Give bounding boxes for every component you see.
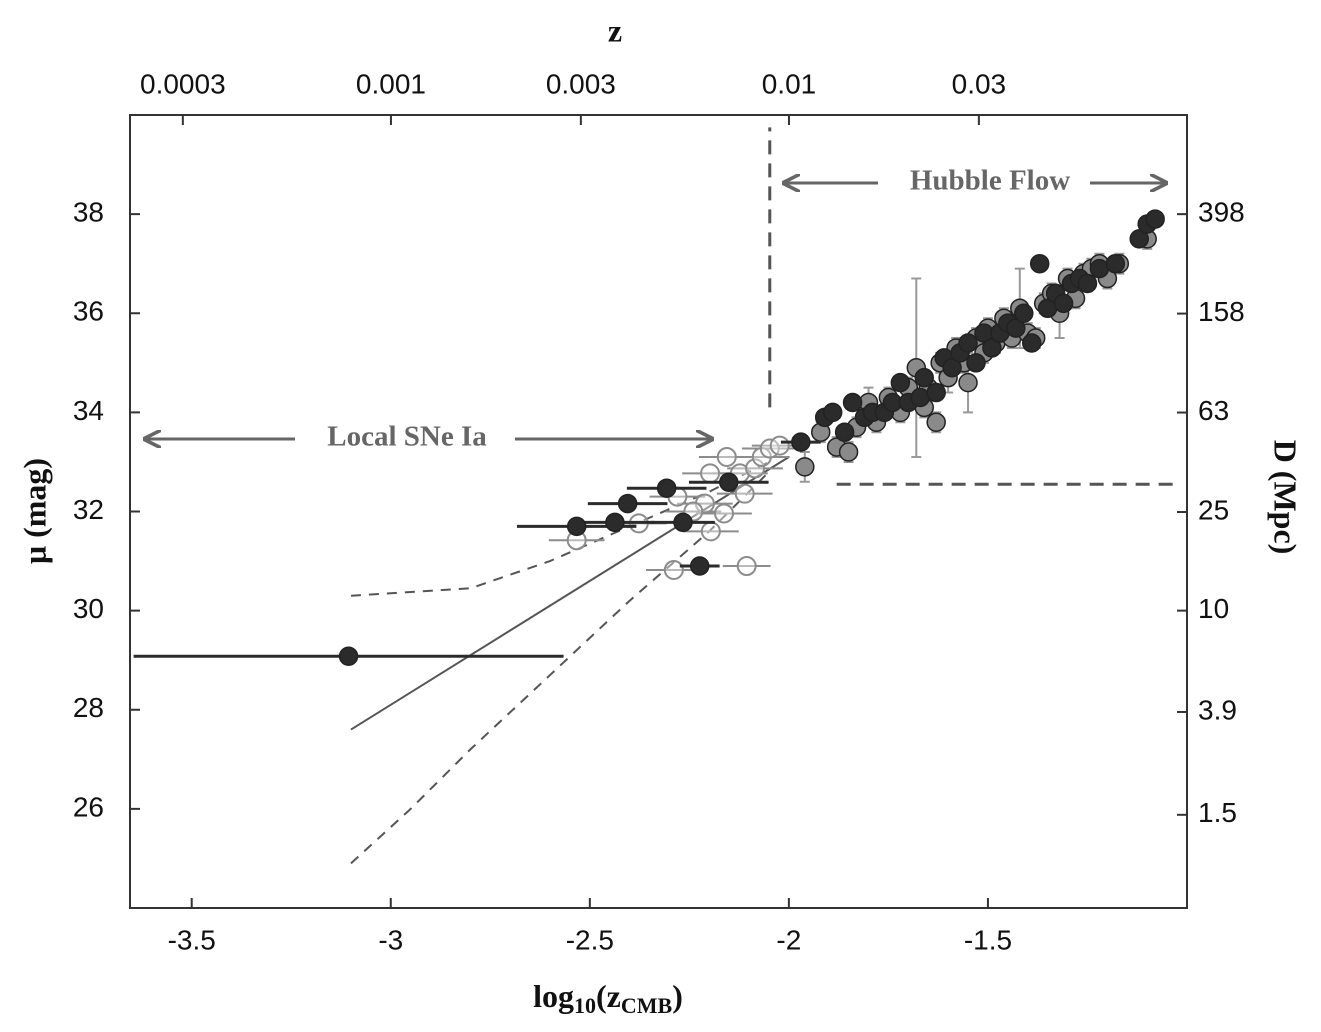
data-point (713, 503, 734, 524)
data-point (1145, 209, 1165, 229)
data-point (890, 372, 911, 393)
x-axis-title-part: (z (596, 978, 621, 1014)
data-point (914, 367, 934, 388)
data-point (958, 372, 978, 393)
y2-tick-label: 1.5 (1198, 797, 1237, 828)
annotation: Hubble Flow (910, 165, 1070, 197)
y-tick-label: 34 (73, 395, 104, 426)
data-point (834, 422, 855, 442)
data-point (1053, 293, 1074, 314)
data-point (700, 521, 721, 542)
y2-tick-label: 3.9 (1198, 694, 1237, 725)
data-point (795, 457, 815, 477)
data-point (1129, 229, 1149, 249)
y-tick-label: 30 (73, 593, 104, 624)
x-tick-label: -3 (378, 924, 403, 955)
x2-axis-title: z (608, 12, 622, 48)
x2-tick-label: 0.0003 (140, 68, 226, 99)
y-tick-label: 36 (73, 296, 104, 327)
y2-tick-label: 398 (1198, 197, 1245, 228)
data-point (338, 646, 359, 666)
model-curve (350, 461, 770, 597)
data-point (736, 556, 757, 577)
data-point (673, 512, 693, 533)
x-axis-title-part: CMB (621, 993, 673, 1018)
data-point (1006, 318, 1026, 338)
data-point (663, 559, 684, 580)
data-point (842, 392, 863, 413)
y2-axis-title: D (Mpc) (1268, 440, 1304, 555)
data-point (926, 412, 946, 433)
data-point (966, 353, 986, 373)
data-point (1105, 253, 1126, 274)
data-point (734, 483, 755, 504)
x-axis-title-part: 10 (574, 993, 596, 1018)
data-point (719, 472, 739, 493)
data-point (982, 338, 1002, 358)
y-tick-label: 38 (73, 197, 104, 228)
y2-tick-label: 25 (1198, 494, 1229, 525)
data-point (716, 446, 737, 467)
y-tick-label: 26 (73, 791, 104, 822)
x-tick-label: -3.5 (168, 924, 216, 955)
annotation: Local SNe Ia (327, 421, 487, 453)
y-axis-title: μ (mag) (16, 458, 52, 564)
x-tick-label: -2 (776, 924, 801, 955)
data-point (656, 478, 677, 498)
data-point (566, 516, 587, 537)
plot-frame (129, 114, 1188, 909)
y2-tick-label: 158 (1198, 296, 1245, 327)
x-axis-title-part: ) (672, 978, 683, 1014)
y-tick-label: 32 (73, 494, 104, 525)
data-point (838, 442, 859, 462)
data-point (1014, 303, 1034, 323)
data-point (1021, 333, 1042, 353)
x2-tick-label: 0.03 (952, 68, 1007, 99)
y2-tick-label: 63 (1198, 395, 1229, 426)
model-curve (350, 456, 790, 731)
data-point (926, 382, 946, 403)
data-point (617, 493, 638, 514)
data-point (689, 556, 710, 576)
data-point (1077, 273, 1098, 294)
data-point (745, 458, 766, 479)
data-point (822, 402, 843, 423)
x2-tick-label: 0.01 (762, 68, 817, 99)
data-point (942, 358, 962, 378)
x-axis-title-part: log (533, 978, 574, 1014)
data-point (769, 435, 790, 456)
x-axis-title: log10(zCMB) (533, 978, 683, 1018)
data-point (605, 512, 625, 533)
x-tick-label: -2.5 (566, 924, 614, 955)
x2-tick-label: 0.003 (546, 68, 616, 99)
x-tick-label: -1.5 (964, 924, 1012, 955)
y2-tick-label: 10 (1198, 593, 1229, 624)
x2-tick-label: 0.001 (356, 68, 426, 99)
y-tick-label: 28 (73, 692, 104, 723)
data-point (791, 432, 811, 452)
data-point (958, 333, 978, 353)
data-point (700, 463, 721, 484)
data-point (1029, 253, 1050, 274)
